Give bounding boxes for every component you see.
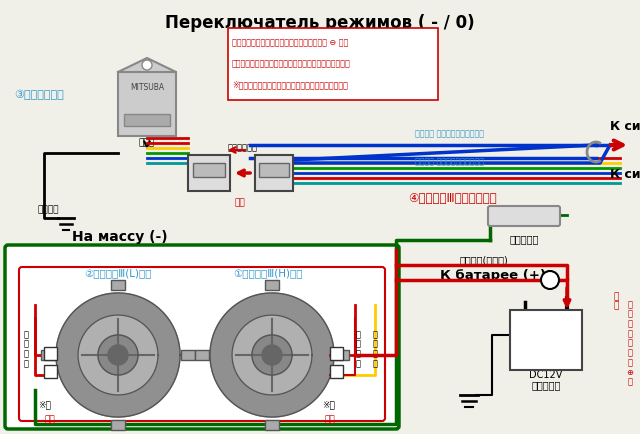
- Text: 赤
コ
ー
ド: 赤 コ ー ド: [355, 330, 360, 368]
- Polygon shape: [210, 293, 334, 417]
- Circle shape: [541, 271, 559, 289]
- Text: へ
バ
ッ
テ
リ
ー
の
⊕
側: へ バ ッ テ リ ー の ⊕ 側: [627, 300, 634, 387]
- Text: ※この場合、国内保安基準は不適合と判断されます。: ※この場合、国内保安基準は不適合と判断されます。: [232, 80, 348, 89]
- Text: この線をボディーアース（またはバッテリー ⊖ ）に: この線をボディーアース（またはバッテリー ⊖ ）に: [232, 38, 348, 47]
- Text: На массу (-): На массу (-): [72, 230, 168, 244]
- Polygon shape: [232, 315, 312, 395]
- Text: ※１: ※１: [322, 400, 335, 409]
- Bar: [265, 420, 279, 430]
- FancyBboxPatch shape: [5, 245, 399, 429]
- Circle shape: [142, 60, 152, 70]
- Polygon shape: [262, 345, 282, 365]
- Text: Переключатель режимов ( - / 0): Переключатель режимов ( - / 0): [165, 14, 475, 32]
- Text: （１０Ａ）: （１０Ａ）: [509, 234, 539, 244]
- Text: 接
続: 接 続: [613, 292, 619, 311]
- Text: 赤コード(電源線): 赤コード(電源線): [460, 255, 509, 265]
- Bar: [118, 72, 176, 136]
- Text: ⊖: ⊖: [514, 333, 526, 347]
- Bar: [335, 350, 349, 360]
- Text: К батарее (+): К батарее (+): [440, 269, 546, 282]
- Polygon shape: [78, 315, 158, 395]
- Bar: [44, 347, 57, 360]
- FancyBboxPatch shape: [488, 206, 560, 226]
- Text: 緑／黒コード: 緑／黒コード: [228, 144, 258, 152]
- Bar: [259, 163, 289, 177]
- Text: 接続: 接続: [235, 198, 245, 207]
- Bar: [188, 155, 230, 191]
- FancyBboxPatch shape: [19, 267, 385, 421]
- Bar: [510, 310, 582, 370]
- Bar: [330, 347, 343, 360]
- Bar: [228, 28, 438, 100]
- Bar: [111, 280, 125, 290]
- Text: ①アリーナⅢ(H)高音: ①アリーナⅢ(H)高音: [233, 268, 303, 278]
- Bar: [330, 365, 343, 378]
- Polygon shape: [252, 335, 292, 375]
- Text: 接続: 接続: [45, 415, 56, 424]
- Text: MITSUBA: MITSUBA: [130, 83, 164, 92]
- Text: 下向き: 下向き: [139, 138, 155, 147]
- Text: 青コード ボディーアースに接続: 青コード ボディーアースに接続: [415, 158, 484, 167]
- Text: К сигналу (-): К сигналу (-): [610, 168, 640, 181]
- Text: 接続: 接続: [324, 415, 335, 424]
- Text: 接続すると電子サウンド（ＰＡＡＡＮ！）になります。: 接続すると電子サウンド（ＰＡＡＡＮ！）になります。: [232, 59, 351, 68]
- Bar: [195, 350, 209, 360]
- Bar: [193, 163, 225, 177]
- Bar: [181, 350, 195, 360]
- Text: ④アリーナⅢ専用ハーネス: ④アリーナⅢ専用ハーネス: [408, 192, 497, 205]
- Polygon shape: [108, 345, 128, 365]
- Bar: [265, 280, 279, 290]
- Text: バッテリー: バッテリー: [531, 380, 561, 390]
- Text: 青コード 純正ホーン配線に接続: 青コード 純正ホーン配線に接続: [415, 129, 484, 138]
- Bar: [41, 350, 55, 360]
- Text: ②アリーナⅢ(L)低音: ②アリーナⅢ(L)低音: [84, 268, 152, 278]
- Text: К сигналу (+): К сигналу (+): [610, 120, 640, 133]
- Text: 赤
コ
ー
ド: 赤 コ ー ド: [24, 330, 29, 368]
- Polygon shape: [98, 335, 138, 375]
- Text: 黒コード: 黒コード: [38, 206, 60, 214]
- Bar: [44, 365, 57, 378]
- Polygon shape: [118, 58, 176, 72]
- Text: ⊕: ⊕: [566, 333, 578, 347]
- Text: ヒューズ: ヒューズ: [512, 215, 536, 225]
- Text: 黄
コ
ー
ド: 黄 コ ー ド: [372, 330, 378, 368]
- Text: ※１: ※１: [38, 400, 51, 409]
- Bar: [255, 155, 293, 191]
- Bar: [111, 420, 125, 430]
- Bar: [124, 114, 170, 126]
- Text: ③回路ボックス: ③回路ボックス: [14, 90, 64, 100]
- Polygon shape: [56, 293, 180, 417]
- Text: DC12V: DC12V: [529, 370, 563, 380]
